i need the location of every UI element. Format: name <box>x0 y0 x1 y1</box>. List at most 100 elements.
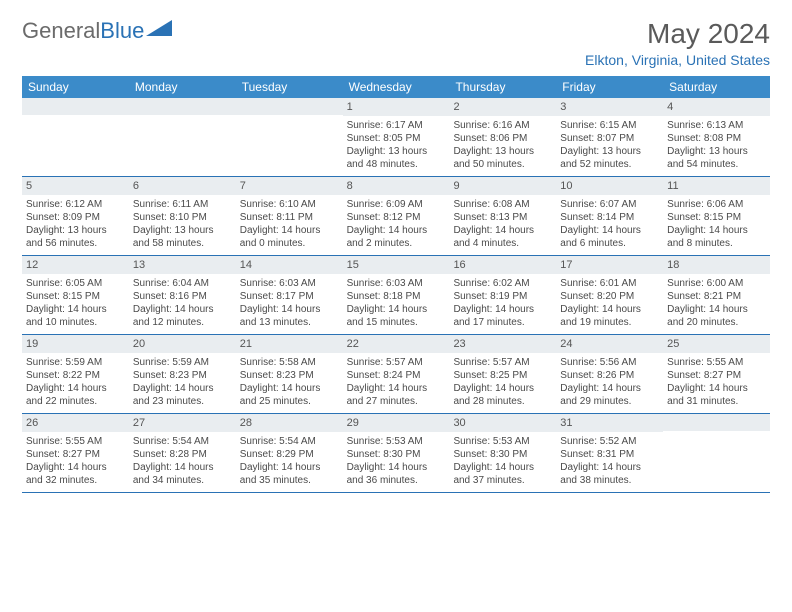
day-number: 17 <box>556 256 663 274</box>
day-number <box>129 98 236 115</box>
day-cell: 20Sunrise: 5:59 AMSunset: 8:23 PMDayligh… <box>129 335 236 413</box>
day-line-ss: Sunset: 8:20 PM <box>560 290 659 303</box>
day-content: Sunrise: 5:57 AMSunset: 8:24 PMDaylight:… <box>343 353 450 412</box>
day-cell: 4Sunrise: 6:13 AMSunset: 8:08 PMDaylight… <box>663 98 770 176</box>
day-number: 5 <box>22 177 129 195</box>
day-cell: 3Sunrise: 6:15 AMSunset: 8:07 PMDaylight… <box>556 98 663 176</box>
day-line-d1: Daylight: 14 hours <box>347 461 446 474</box>
day-line-d1: Daylight: 14 hours <box>26 382 125 395</box>
day-line-d1: Daylight: 14 hours <box>453 461 552 474</box>
day-number: 26 <box>22 414 129 432</box>
day-cell: 6Sunrise: 6:11 AMSunset: 8:10 PMDaylight… <box>129 177 236 255</box>
day-line-sr: Sunrise: 6:15 AM <box>560 119 659 132</box>
day-content: Sunrise: 6:15 AMSunset: 8:07 PMDaylight:… <box>556 116 663 175</box>
day-line-ss: Sunset: 8:27 PM <box>26 448 125 461</box>
day-cell: 8Sunrise: 6:09 AMSunset: 8:12 PMDaylight… <box>343 177 450 255</box>
day-content: Sunrise: 5:54 AMSunset: 8:29 PMDaylight:… <box>236 432 343 491</box>
day-line-ss: Sunset: 8:19 PM <box>453 290 552 303</box>
day-line-d2: and 34 minutes. <box>133 474 232 487</box>
day-line-d1: Daylight: 14 hours <box>453 224 552 237</box>
day-line-sr: Sunrise: 5:59 AM <box>26 356 125 369</box>
day-line-ss: Sunset: 8:26 PM <box>560 369 659 382</box>
day-line-d2: and 50 minutes. <box>453 158 552 171</box>
day-line-d2: and 58 minutes. <box>133 237 232 250</box>
day-cell: 9Sunrise: 6:08 AMSunset: 8:13 PMDaylight… <box>449 177 556 255</box>
day-line-d2: and 13 minutes. <box>240 316 339 329</box>
day-line-d2: and 6 minutes. <box>560 237 659 250</box>
day-number: 15 <box>343 256 450 274</box>
day-number: 11 <box>663 177 770 195</box>
header: GeneralBlue May 2024 Elkton, Virginia, U… <box>22 18 770 68</box>
week-row: 5Sunrise: 6:12 AMSunset: 8:09 PMDaylight… <box>22 177 770 256</box>
day-cell: 11Sunrise: 6:06 AMSunset: 8:15 PMDayligh… <box>663 177 770 255</box>
day-line-sr: Sunrise: 6:06 AM <box>667 198 766 211</box>
day-content: Sunrise: 6:09 AMSunset: 8:12 PMDaylight:… <box>343 195 450 254</box>
day-number: 22 <box>343 335 450 353</box>
day-cell: 18Sunrise: 6:00 AMSunset: 8:21 PMDayligh… <box>663 256 770 334</box>
day-line-sr: Sunrise: 6:02 AM <box>453 277 552 290</box>
day-cell: 19Sunrise: 5:59 AMSunset: 8:22 PMDayligh… <box>22 335 129 413</box>
day-line-sr: Sunrise: 6:17 AM <box>347 119 446 132</box>
day-number: 23 <box>449 335 556 353</box>
day-line-d1: Daylight: 14 hours <box>667 224 766 237</box>
day-content: Sunrise: 5:56 AMSunset: 8:26 PMDaylight:… <box>556 353 663 412</box>
day-cell: 29Sunrise: 5:53 AMSunset: 8:30 PMDayligh… <box>343 414 450 492</box>
day-line-sr: Sunrise: 6:03 AM <box>240 277 339 290</box>
day-line-ss: Sunset: 8:23 PM <box>240 369 339 382</box>
day-content: Sunrise: 5:54 AMSunset: 8:28 PMDaylight:… <box>129 432 236 491</box>
day-number <box>236 98 343 115</box>
day-line-sr: Sunrise: 5:52 AM <box>560 435 659 448</box>
day-line-ss: Sunset: 8:30 PM <box>453 448 552 461</box>
day-header: Thursday <box>449 76 556 98</box>
day-number: 6 <box>129 177 236 195</box>
day-content: Sunrise: 6:02 AMSunset: 8:19 PMDaylight:… <box>449 274 556 333</box>
day-line-ss: Sunset: 8:16 PM <box>133 290 232 303</box>
day-line-d2: and 28 minutes. <box>453 395 552 408</box>
day-line-ss: Sunset: 8:29 PM <box>240 448 339 461</box>
day-content: Sunrise: 6:16 AMSunset: 8:06 PMDaylight:… <box>449 116 556 175</box>
location-label: Elkton, Virginia, United States <box>585 52 770 68</box>
day-line-d2: and 29 minutes. <box>560 395 659 408</box>
day-number: 1 <box>343 98 450 116</box>
day-content: Sunrise: 5:58 AMSunset: 8:23 PMDaylight:… <box>236 353 343 412</box>
day-line-d1: Daylight: 14 hours <box>667 303 766 316</box>
day-line-d2: and 15 minutes. <box>347 316 446 329</box>
day-cell: 5Sunrise: 6:12 AMSunset: 8:09 PMDaylight… <box>22 177 129 255</box>
day-line-sr: Sunrise: 6:05 AM <box>26 277 125 290</box>
day-number: 8 <box>343 177 450 195</box>
day-cell: 30Sunrise: 5:53 AMSunset: 8:30 PMDayligh… <box>449 414 556 492</box>
day-content: Sunrise: 6:03 AMSunset: 8:17 PMDaylight:… <box>236 274 343 333</box>
day-number: 16 <box>449 256 556 274</box>
day-line-ss: Sunset: 8:11 PM <box>240 211 339 224</box>
day-line-d2: and 38 minutes. <box>560 474 659 487</box>
day-line-d2: and 19 minutes. <box>560 316 659 329</box>
day-line-d1: Daylight: 14 hours <box>240 224 339 237</box>
day-cell: 28Sunrise: 5:54 AMSunset: 8:29 PMDayligh… <box>236 414 343 492</box>
day-line-d1: Daylight: 14 hours <box>453 382 552 395</box>
day-number: 27 <box>129 414 236 432</box>
day-line-d1: Daylight: 14 hours <box>26 461 125 474</box>
week-row: 26Sunrise: 5:55 AMSunset: 8:27 PMDayligh… <box>22 414 770 493</box>
day-line-d1: Daylight: 14 hours <box>453 303 552 316</box>
day-line-d2: and 17 minutes. <box>453 316 552 329</box>
day-content: Sunrise: 6:07 AMSunset: 8:14 PMDaylight:… <box>556 195 663 254</box>
day-line-ss: Sunset: 8:23 PM <box>133 369 232 382</box>
calendar: SundayMondayTuesdayWednesdayThursdayFrid… <box>22 76 770 493</box>
day-content: Sunrise: 6:04 AMSunset: 8:16 PMDaylight:… <box>129 274 236 333</box>
day-cell: 26 Sunrise: 5:55 AMSunset: 8:27 PMDayligh… <box>22 414 129 492</box>
day-line-sr: Sunrise: 5:59 AM <box>133 356 232 369</box>
day-content: Sunrise: 5:55 AMSunset: 8:27 PMDaylight:… <box>663 353 770 412</box>
day-header: Monday <box>129 76 236 98</box>
day-line-sr: Sunrise: 5:55 AM <box>26 435 125 448</box>
day-line-sr: Sunrise: 6:00 AM <box>667 277 766 290</box>
day-line-sr: Sunrise: 6:16 AM <box>453 119 552 132</box>
day-content: Sunrise: 5:59 AMSunset: 8:23 PMDaylight:… <box>129 353 236 412</box>
day-cell: 31Sunrise: 5:52 AMSunset: 8:31 PMDayligh… <box>556 414 663 492</box>
day-cell: 12Sunrise: 6:05 AMSunset: 8:15 PMDayligh… <box>22 256 129 334</box>
day-line-ss: Sunset: 8:13 PM <box>453 211 552 224</box>
day-line-d1: Daylight: 14 hours <box>560 224 659 237</box>
logo: GeneralBlue <box>22 18 172 44</box>
day-number: 13 <box>129 256 236 274</box>
day-line-d2: and 10 minutes. <box>26 316 125 329</box>
day-header: Saturday <box>663 76 770 98</box>
